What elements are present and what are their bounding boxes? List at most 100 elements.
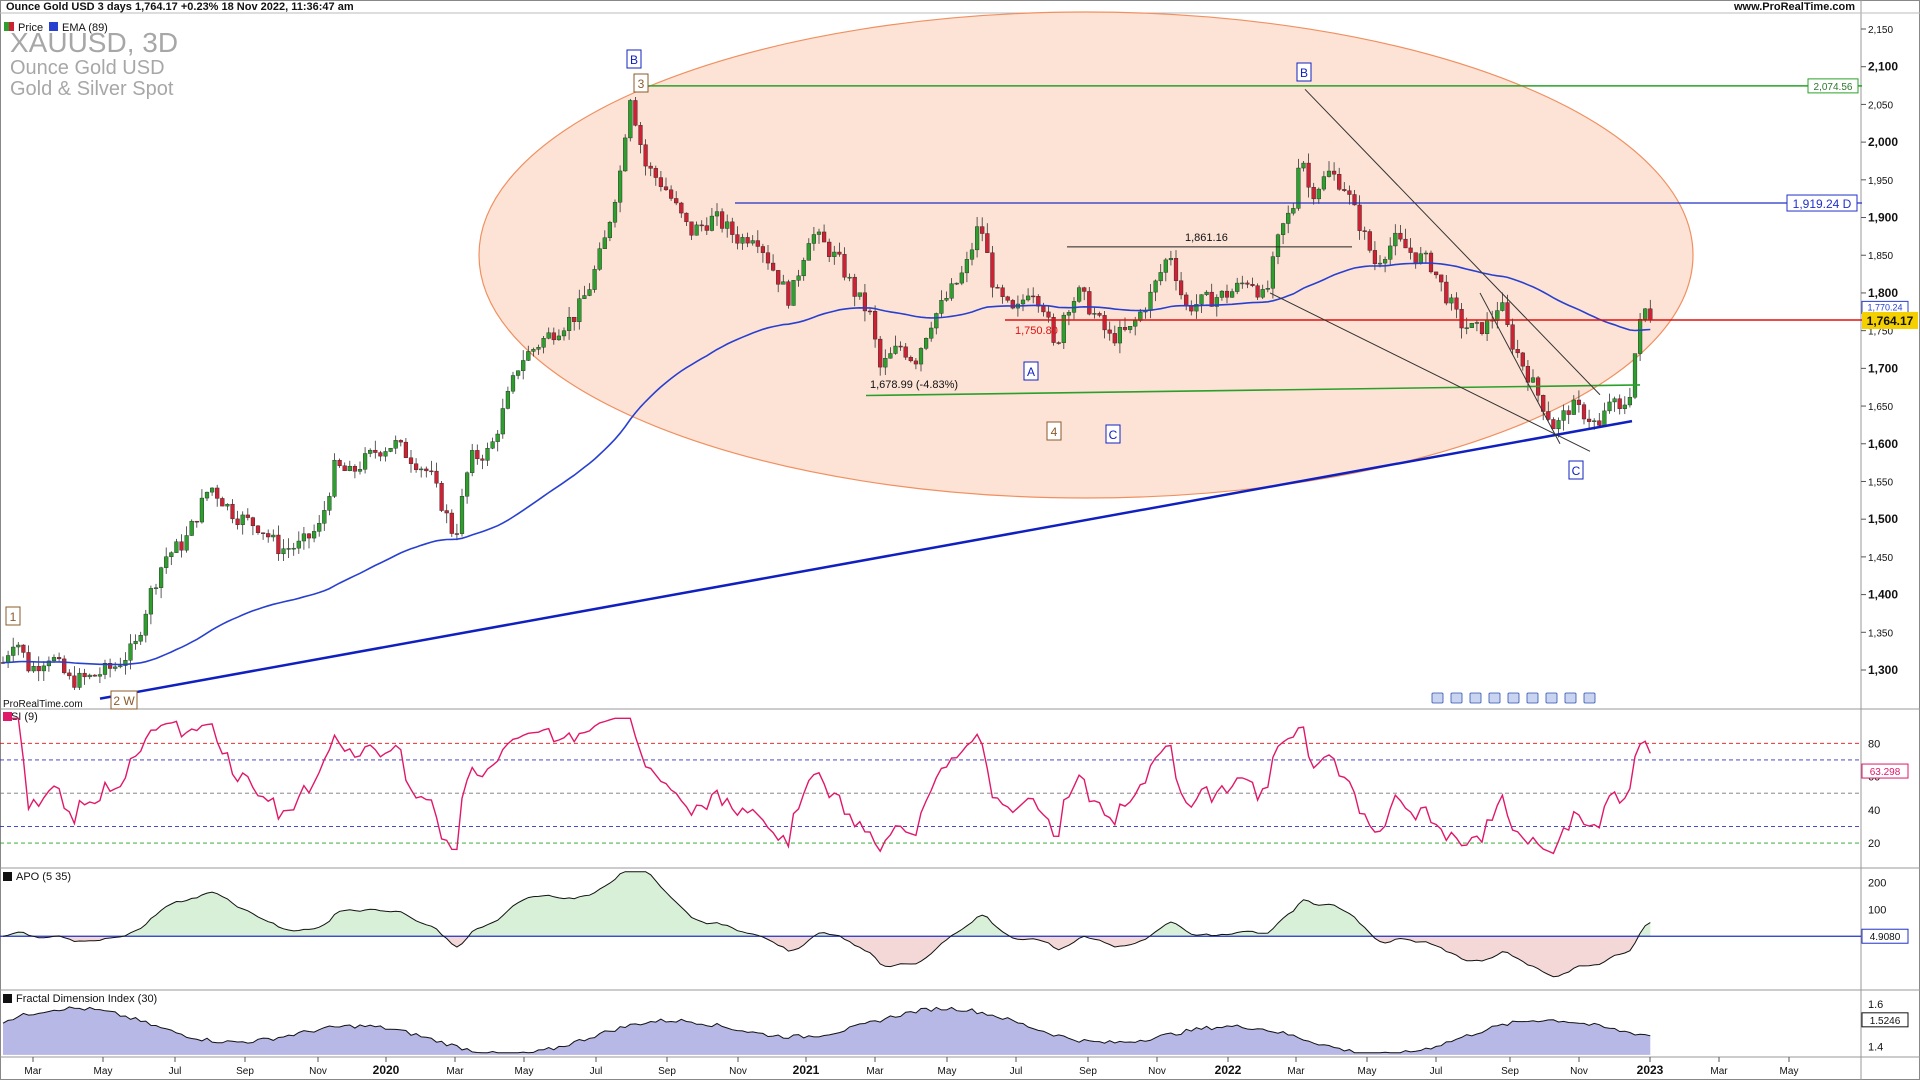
ema-line <box>2 262 1651 666</box>
candle-body <box>123 660 128 666</box>
indicator-icon[interactable] <box>1583 692 1596 704</box>
candle-body <box>1046 311 1051 318</box>
candle-body <box>985 233 990 253</box>
indicator-icon[interactable] <box>1488 692 1501 704</box>
candle-body <box>240 514 245 525</box>
indicator-icon[interactable] <box>1526 692 1539 704</box>
candle-body <box>296 540 301 549</box>
candle-body <box>41 665 46 672</box>
candle-body <box>888 353 893 359</box>
candle-body <box>424 468 429 472</box>
candle-body <box>11 646 16 656</box>
wave-label-box[interactable] <box>1105 424 1121 444</box>
wave-label: B <box>630 53 638 67</box>
wedge-middle-line[interactable] <box>1479 292 1561 444</box>
rsi-tick-label: 80 <box>1868 738 1880 750</box>
indicator-icon[interactable] <box>1507 692 1520 704</box>
fdi-value-text: 1.5246 <box>1870 1016 1901 1027</box>
candle-body <box>1576 399 1581 405</box>
wave-label-box[interactable] <box>626 49 642 69</box>
candle-body <box>1592 420 1597 422</box>
trend-line-a-base[interactable] <box>865 384 1641 397</box>
candle-body <box>811 234 816 244</box>
candle-body <box>1632 353 1638 398</box>
candle-body <box>526 351 531 361</box>
candle-body <box>1337 174 1342 190</box>
wave-label-box[interactable] <box>1296 62 1312 82</box>
price-tick-label: 2,100 <box>1868 60 1898 74</box>
fdi-title: Fractal Dimension Index (30) <box>16 993 157 1005</box>
price-tick-label: 1,600 <box>1868 437 1898 451</box>
time-tick-label: Mar <box>866 1066 884 1077</box>
candle-body <box>607 222 612 238</box>
wave-label: C <box>1109 428 1118 442</box>
wave-label-box[interactable] <box>1568 460 1584 480</box>
level-tag-1919[interactable] <box>1786 194 1858 212</box>
candle-body <box>388 448 393 452</box>
candle-body <box>403 441 408 458</box>
price-tick-label: 1,300 <box>1868 663 1898 677</box>
indicator-icon[interactable] <box>1564 692 1577 704</box>
indicator-icon[interactable] <box>1431 692 1444 704</box>
candle-body <box>628 100 633 139</box>
candle-body <box>1076 287 1082 302</box>
candle-body <box>1306 162 1311 188</box>
candle-body <box>143 613 148 636</box>
candle-body <box>1291 208 1296 214</box>
candle-body <box>1561 410 1566 421</box>
wave-label-box[interactable] <box>633 73 649 93</box>
candle-body <box>1224 290 1230 298</box>
candle-body <box>1403 238 1408 249</box>
level-tag-2074[interactable] <box>1807 78 1859 94</box>
trend-line-support[interactable] <box>99 419 1633 700</box>
candle-body <box>1158 272 1163 282</box>
wave-label-box[interactable] <box>1046 421 1062 441</box>
indicator-icon[interactable] <box>1545 692 1558 704</box>
indicator-icon[interactable] <box>1469 692 1482 704</box>
candle-body <box>918 348 924 365</box>
candle-body <box>500 408 505 435</box>
wedge-lower-line[interactable] <box>1269 292 1591 452</box>
candle-body <box>699 224 704 227</box>
candle-body <box>1520 352 1525 367</box>
candle-body <box>638 125 643 145</box>
rsi-swatch <box>3 712 12 721</box>
candle-body <box>959 272 964 284</box>
time-tick-label: 2021 <box>793 1063 820 1077</box>
indicator-icon[interactable] <box>1450 692 1463 704</box>
candle-body <box>806 243 811 261</box>
indicator-icons-row[interactable] <box>1431 692 1596 704</box>
annotation-1750: 1,750.80 <box>1015 325 1058 337</box>
candle-body <box>164 556 169 568</box>
candle-body <box>148 588 153 615</box>
wave-label: B <box>1300 66 1308 80</box>
price-tick-label: 1,350 <box>1868 628 1893 639</box>
site-url[interactable]: www.ProRealTime.com <box>1733 1 1855 13</box>
candle-body <box>444 510 449 514</box>
candle-body <box>862 292 867 312</box>
candle-body <box>465 472 470 497</box>
candle-body <box>480 458 485 461</box>
candle-body <box>271 534 276 538</box>
candle-body <box>128 643 133 661</box>
ellipse-pattern[interactable] <box>478 11 1694 499</box>
candle-body <box>1199 294 1204 305</box>
candle-body <box>1388 245 1393 260</box>
candle-body <box>1025 295 1031 301</box>
candle-body <box>393 440 398 449</box>
annotation-1678: 1,678.99 (-4.83%) <box>870 379 958 391</box>
candle-body <box>505 391 510 409</box>
candle-body <box>1321 176 1326 190</box>
candle-body <box>215 487 220 499</box>
wave-label-box[interactable] <box>110 690 138 710</box>
candle-body <box>1474 322 1479 324</box>
fdi-value-tag <box>1861 1012 1909 1028</box>
wave-label-box[interactable] <box>1023 361 1039 381</box>
wave-label-box[interactable] <box>5 606 21 626</box>
wedge-upper-line[interactable] <box>1304 88 1601 396</box>
candle-body <box>1051 317 1056 343</box>
candle-body <box>663 186 669 191</box>
candle-body <box>1240 282 1245 285</box>
